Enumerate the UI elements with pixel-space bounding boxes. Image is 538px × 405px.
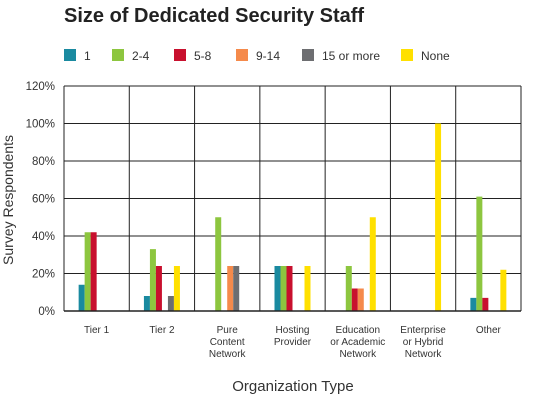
bar: [215, 217, 222, 311]
x-axis-label: Organization Type: [232, 378, 353, 395]
legend: 1 2-4 5-8 9-14 15 or more None: [64, 49, 450, 63]
bar: [149, 249, 156, 311]
y-tick-label: 40%: [32, 231, 55, 243]
bar: [274, 266, 281, 311]
legend-swatch: [236, 49, 248, 61]
bar: [304, 266, 311, 311]
axes: [63, 86, 522, 312]
y-tick-label: 120%: [26, 81, 55, 93]
y-tick-label: 20%: [32, 269, 55, 281]
legend-label: 15 or more: [322, 49, 380, 63]
bar: [500, 269, 507, 311]
bar: [90, 232, 97, 311]
x-tick-label: Tier 1: [84, 325, 110, 336]
bar: [143, 296, 150, 311]
bar: [173, 266, 180, 311]
y-tick-label: 0%: [38, 306, 55, 318]
bar: [155, 266, 162, 311]
legend-swatch: [64, 49, 76, 61]
bar: [369, 217, 376, 311]
legend-swatch: [401, 49, 413, 61]
legend-swatch: [112, 49, 124, 61]
x-tick-label: Other: [476, 325, 502, 336]
bar: [482, 297, 489, 311]
bar: [435, 123, 442, 311]
legend-label: 9-14: [256, 49, 280, 63]
bar: [280, 266, 287, 311]
y-tick-label: 60%: [32, 194, 55, 206]
bar: [351, 288, 358, 311]
bar: [476, 196, 483, 311]
x-tick-labels: Tier 1 Tier 2 Pure Content Network Hosting Pro…: [84, 325, 501, 360]
legend-swatch: [174, 49, 186, 61]
y-tick-labels: 0% 20% 40% 60% 80% 100% 120%: [26, 81, 55, 318]
bar: [227, 266, 234, 311]
bars: [78, 123, 507, 311]
bar: [286, 266, 293, 311]
y-tick-label: 80%: [32, 156, 55, 168]
x-tick-label: Pure Content Network: [209, 325, 247, 360]
x-tick-label: Hosting Provider: [274, 325, 312, 348]
y-tick-label: 100%: [26, 119, 55, 131]
chart-title: Size of Dedicated Security Staff: [64, 5, 364, 27]
bar: [470, 297, 477, 311]
bar: [84, 232, 91, 311]
legend-swatch: [302, 49, 314, 61]
bar: [357, 288, 364, 311]
legend-label: None: [421, 49, 450, 63]
x-tick-label: Tier 2: [149, 325, 175, 336]
legend-label: 2-4: [132, 49, 150, 63]
bar: [233, 266, 240, 311]
grid: [64, 85, 521, 312]
legend-label: 1: [84, 49, 91, 63]
x-tick-label: Enterprise or Hybrid Network: [400, 325, 446, 360]
bar: [167, 296, 174, 311]
x-tick-label: Education or Academic Network: [330, 325, 385, 360]
bar: [345, 266, 352, 311]
legend-label: 5-8: [194, 49, 212, 63]
bar: [78, 284, 85, 311]
y-axis-label: Survey Respondents: [0, 135, 16, 265]
